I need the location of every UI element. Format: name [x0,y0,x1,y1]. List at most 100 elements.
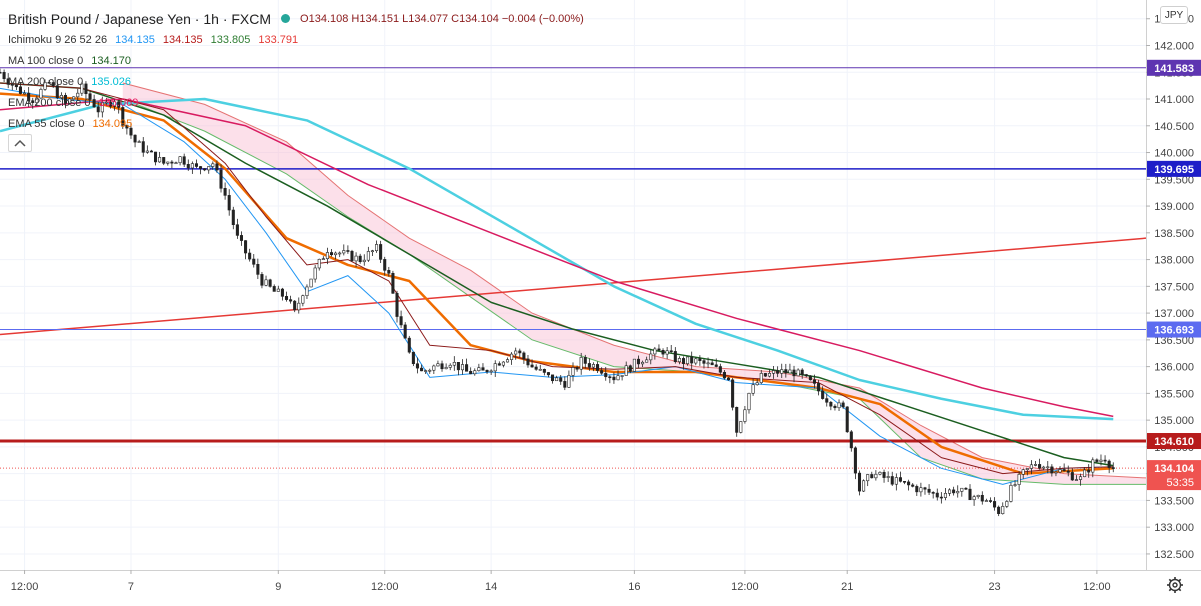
candle-body [563,381,567,388]
indicator-value: 134.170 [91,54,131,67]
candle-body [837,402,841,409]
price-axis[interactable]: 132.500133.000133.500134.000134.500135.0… [1146,0,1201,606]
indicator-row[interactable]: EMA 55 close 0 134.095 [8,113,584,134]
candle-body [587,363,591,368]
candle-body [931,492,935,494]
candle-body [583,357,587,364]
indicator-name: Ichimoku 9 26 52 26 [8,33,108,46]
candle-body [1021,469,1025,475]
x-tick-label: 12:00 [731,581,759,593]
candle-body [911,484,915,487]
candle-body [743,409,747,422]
collapse-legend-button[interactable] [8,134,32,152]
candle-body [444,367,448,370]
candle-body [293,300,297,311]
candle-body [964,487,968,490]
candle-body [759,373,763,383]
indicator-value: 134.135 [162,33,203,46]
indicator-row[interactable]: MA 200 close 0 135.026 [8,71,584,92]
candle-body [866,474,870,482]
last-price-label: 134.104 [1154,463,1195,475]
candle-body [1029,464,1033,469]
candle-body [1046,466,1050,469]
candle-body [538,368,542,371]
candle-body [199,166,203,169]
candle-body [321,258,325,260]
senkou-a-line [122,82,1167,480]
candle-body [694,358,698,364]
countdown-label: 53:35 [1166,477,1194,489]
candle-body [853,447,857,474]
candle-body [149,150,153,153]
candle-body [121,107,125,126]
candle-body [939,496,943,499]
gear-icon[interactable] [1166,576,1184,594]
candle-body [133,134,137,143]
indicator-row[interactable]: EMA 200 close 0 135.069 [8,92,584,113]
candle-body [804,374,808,377]
candle-body [415,363,419,369]
candle-body [223,188,227,196]
indicator-value: 134.095 [92,117,133,130]
candle-body [698,358,702,361]
candle-body [915,486,919,493]
candle-body [1103,459,1107,462]
candle-body [391,272,395,294]
candle-body [808,375,812,381]
candle-body [518,350,522,354]
candle-body [739,421,743,433]
candle-body [166,161,170,164]
indicator-row[interactable]: Ichimoku 9 26 52 26 134.135 134.135 133.805… [8,29,584,50]
candle-body [849,431,853,449]
candle-body [1111,467,1115,469]
candle-body [980,494,984,502]
x-tick-label: 21 [841,581,853,593]
candle-body [125,124,129,129]
candle-body [1087,469,1091,473]
trendline[interactable] [0,237,1147,336]
candle-body [280,288,284,297]
candle-body [1009,484,1013,502]
y-tick-label: 141.000 [1154,94,1194,106]
y-tick-label: 135.000 [1154,415,1194,427]
candle-body [211,163,215,167]
candle-body [833,405,837,409]
y-tick-label: 136.000 [1154,362,1194,374]
candle-body [313,267,317,280]
indicator-line [0,82,1114,475]
level-label: 134.610 [1154,436,1194,448]
candle-body [154,151,158,163]
candle-body [1050,466,1054,474]
candle-body [1038,464,1042,469]
candle-body [334,252,338,256]
indicator-line [0,97,1114,421]
symbol-title[interactable]: British Pound / Japanese Yen · 1h · FXCM [8,10,272,27]
y-tick-label: 140.500 [1154,121,1194,133]
candle-body [47,81,51,84]
time-axis[interactable]: 12:00 7 9 12:00 14 16 12:00 21 23 12:00 [0,570,1201,593]
candle-body [1025,468,1029,470]
candle-body [1091,459,1095,473]
candle-body [301,295,305,304]
currency-badge[interactable]: JPY [1160,6,1188,24]
candle-body [927,488,931,493]
candle-body [501,361,505,366]
candle-body [264,279,268,286]
candle-body [10,84,14,86]
indicator-row[interactable]: MA 100 close 0 134.170 [8,50,584,71]
candle-body [428,369,432,372]
candle-body [657,348,661,351]
candle-body [919,487,923,493]
candle-body [1001,506,1005,514]
market-status-icon [281,14,291,23]
indicator-line [0,92,1114,475]
candle-body [235,224,239,236]
candle-body [755,382,759,386]
candle-body [129,127,133,136]
candle-body [788,369,792,374]
candle-body [898,477,902,482]
candle-body [812,379,817,384]
candle-body [886,476,890,478]
candle-body [23,92,27,95]
